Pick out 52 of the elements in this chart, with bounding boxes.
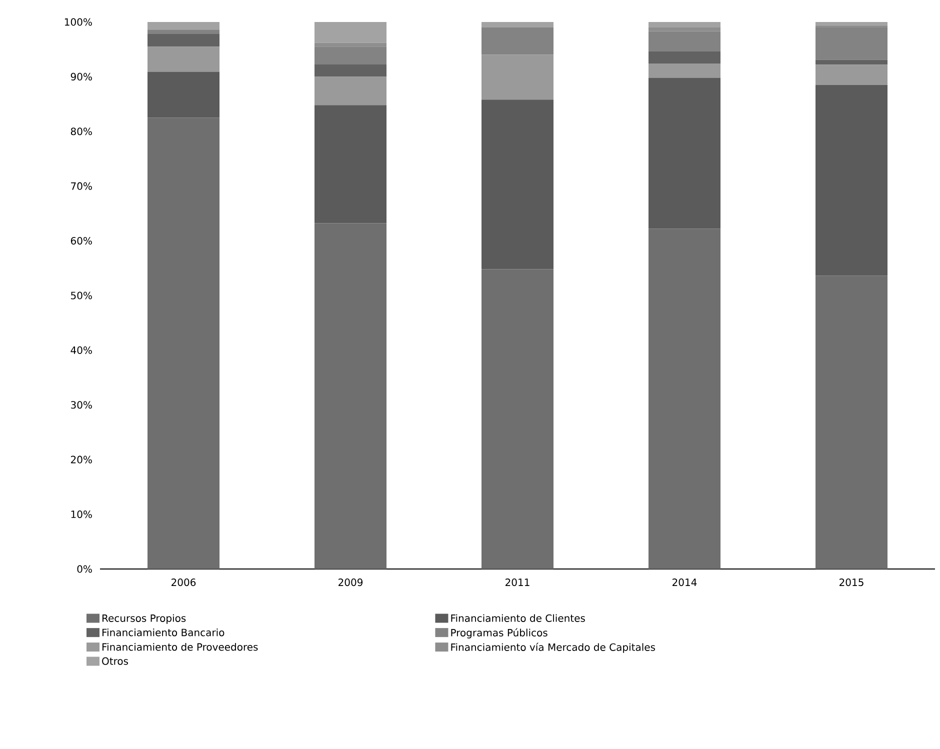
bar [648,22,721,28]
bar [648,78,721,229]
y-tick-label: 30% [71,401,92,409]
x-tick-label: 2009 [338,578,363,586]
bar [148,30,220,34]
bar [482,27,554,55]
x-tick-label: 2011 [506,578,530,586]
bar [314,22,387,43]
bar [314,105,387,224]
bar [314,223,387,569]
legend-label: Financiamiento vía Mercado de Capitales [451,642,656,653]
x-tick-label: 2014 [672,578,697,586]
bar [816,276,888,569]
bar [148,22,220,30]
bar [816,27,888,60]
y-tick-label: 90% [70,72,92,80]
bar [148,34,220,47]
legend-label: Financiamiento de Proveedores [102,642,258,651]
bar [148,72,220,118]
bar [482,269,554,569]
bar [314,64,387,77]
legend-label: Recursos Propios [102,614,186,624]
legend-label: Programas Públicos [451,628,548,638]
y-tick-label: 10% [71,510,92,518]
y-tick-label: 80% [70,128,92,136]
bar [314,76,387,106]
y-tick-label: 40% [70,346,92,354]
bar [482,22,554,28]
bar [648,31,721,52]
x-tick-label: 2006 [172,578,196,586]
bar [816,60,888,65]
bar [648,64,721,78]
bar [648,228,721,569]
bar [148,118,220,569]
bar [148,46,220,72]
legend-label: Otros [102,657,128,665]
y-tick-label: 60% [70,236,92,245]
bar [482,54,554,100]
x-tick-label: 2015 [840,578,864,586]
y-tick-label: 70% [71,182,92,190]
legend-label: Financiamiento de Clientes [451,614,585,622]
bar [482,100,554,270]
y-tick-label: 0% [77,565,92,573]
bar [648,52,721,64]
legend-label: Financiamiento Bancario [102,628,224,636]
bar [816,64,888,85]
bar [816,22,888,26]
y-tick-label: 50% [71,292,92,300]
y-tick-label: 20% [70,456,92,464]
bar [314,46,387,64]
y-tick-label: 100% [64,18,92,26]
bar [816,84,888,276]
